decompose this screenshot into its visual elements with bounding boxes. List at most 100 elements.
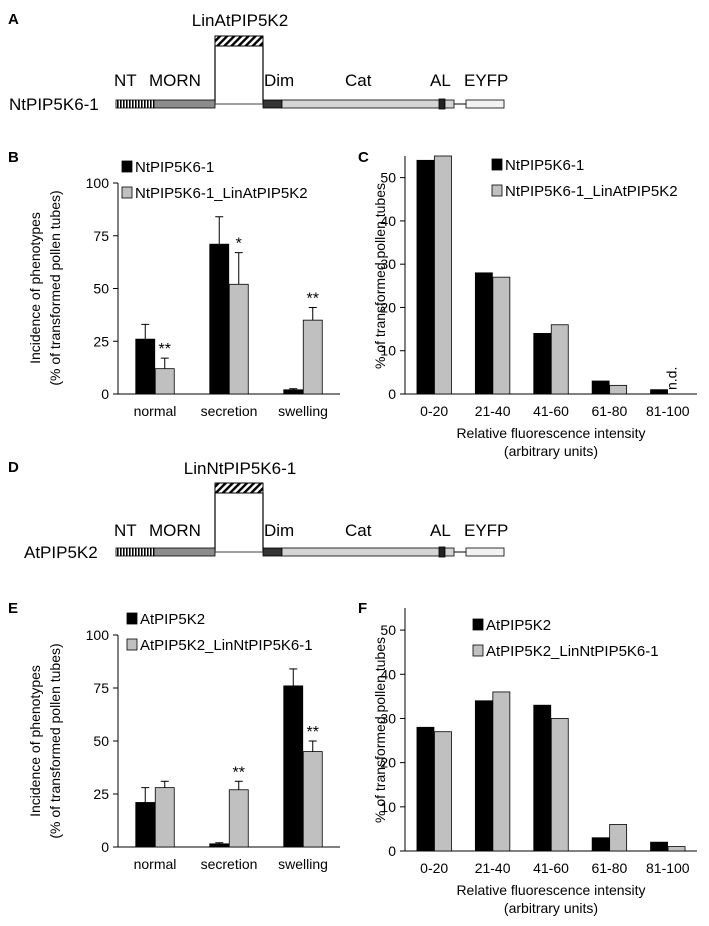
x-tick-label-f: 21-40 <box>475 860 511 876</box>
significance-mark-b: ** <box>159 341 171 358</box>
y-axis-title-b: (% of transformed pollen tubes) <box>47 190 63 385</box>
y-tick-label-f: 30 <box>380 710 396 726</box>
x-tick-label-f: 81-100 <box>646 860 690 876</box>
phenotype-chart-e: 0 25 50 75 100 Incidence of phenotypes (% of t… <box>27 611 340 872</box>
domain-label-cat-a: Cat <box>345 71 372 90</box>
linker-insert-a <box>214 35 264 47</box>
nt-domain-a <box>115 99 155 109</box>
bar-b-s1-0 <box>154 368 175 395</box>
x-tick-label-c: 0-20 <box>420 403 448 419</box>
x-tick-label-f: 61-80 <box>591 860 627 876</box>
eyfp-domain-a <box>465 99 505 109</box>
bar-b-s0-0 <box>135 338 156 395</box>
y-tick-label-e: 50 <box>93 733 109 749</box>
domain-label-morn-a: MORN <box>149 71 201 90</box>
linker-label-d: LinNtPIP5K6-1 <box>184 459 296 478</box>
legend-swatch-b-1 <box>121 186 133 199</box>
bar-e-s1-0 <box>154 787 175 848</box>
y-axis-title-c: % of transformed pollen tubes <box>372 183 388 369</box>
panel-letter-b: B <box>8 149 19 166</box>
legend-swatch-f-0 <box>472 618 484 631</box>
y-tick-label-f: 50 <box>380 622 396 638</box>
legend-label-e-0: AtPIP5K2 <box>140 611 205 628</box>
x-tick-label-f: 0-20 <box>420 860 448 876</box>
legend-label-c-1: NtPIP5K6-1_LinAtPIP5K2 <box>505 183 678 200</box>
legend-swatch-e-0 <box>126 612 138 625</box>
construct-name-d: AtPIP5K2 <box>24 543 98 562</box>
y-tick-label-f: 40 <box>380 666 396 682</box>
bar-e-s0-1 <box>209 843 230 848</box>
bar-f-s1-3 <box>609 824 628 852</box>
legend-label-f-0: AtPIP5K2 <box>486 617 551 634</box>
x-tick-label-b: normal <box>134 403 177 419</box>
y-tick-label-c: 20 <box>380 299 396 315</box>
legend-label-c-0: NtPIP5K6-1 <box>505 157 584 174</box>
fluorescence-chart-c: 0 10 20 30 40 50% of transformed pollen tubes… <box>372 155 697 459</box>
legend-swatch-f-1 <box>472 644 484 657</box>
legend-label-e-1: AtPIP5K2_LinNtPIP5K6-1 <box>140 637 313 654</box>
legend-swatch-e-1 <box>126 638 138 651</box>
bar-c-s1-3 <box>609 384 628 395</box>
fluorescence-chart-f: 0 10 20 30 40 50% of transformed pollen tubes… <box>372 608 697 916</box>
bar-c-s0-0 <box>416 159 435 395</box>
al-domain-d <box>438 546 446 558</box>
construct-diagram-a: A LinAtPIP5K2 NT MORN Dim Cat AL EYFP Nt… <box>8 11 508 114</box>
legend-label-f-1: AtPIP5K2_LinNtPIP5K6-1 <box>486 643 659 660</box>
y-tick-label-b: 0 <box>101 386 109 402</box>
morn-domain-a <box>153 99 216 109</box>
bar-e-s1-1 <box>228 789 249 848</box>
x-tick-label-e: normal <box>134 856 177 872</box>
bar-c-s1-0 <box>434 155 452 395</box>
panel-letter-e: E <box>8 600 18 617</box>
phenotype-chart-b: 0 25 50 75 100 Incidence of phenotypes (% of t… <box>27 159 340 419</box>
bar-b-s1-2 <box>302 319 323 395</box>
bar-c-s0-3 <box>591 380 610 395</box>
x-tick-label-f: 41-60 <box>533 860 569 876</box>
y-tick-label-e: 25 <box>93 786 109 802</box>
dim-domain-a <box>262 99 283 109</box>
y-tick-label-c: 40 <box>380 213 396 229</box>
y-tick-label-e: 100 <box>86 627 110 643</box>
y-tick-label-b: 50 <box>93 281 109 297</box>
construct-name-a: NtPIP5K6-1 <box>9 95 99 114</box>
y-tick-label-c: 50 <box>380 170 396 186</box>
bar-c-s1-1 <box>492 276 511 395</box>
y-tick-label-f: 0 <box>388 843 396 859</box>
al-domain-a <box>438 98 446 110</box>
bar-c-s0-4 <box>650 389 668 395</box>
significance-mark-b: ** <box>307 290 319 307</box>
x-tick-label-e: secretion <box>201 856 258 872</box>
nt-domain-d <box>115 547 155 557</box>
bar-e-s0-2 <box>283 685 304 848</box>
bar-c-s0-2 <box>533 333 552 395</box>
bar-f-s1-2 <box>550 718 569 852</box>
legend-swatch-c-1 <box>491 184 503 197</box>
domain-label-al-d: AL <box>430 521 451 540</box>
y-tick-label-e: 75 <box>93 680 109 696</box>
bar-e-s1-2 <box>302 751 323 848</box>
cat-domain-a <box>281 99 455 109</box>
domain-label-eyfp-d: EYFP <box>464 521 508 540</box>
y-tick-label-b: 75 <box>93 228 109 244</box>
domain-label-nt-d: NT <box>114 521 137 540</box>
bar-f-s1-1 <box>492 691 511 852</box>
significance-mark-e: ** <box>307 724 319 741</box>
significance-mark-b: * <box>236 236 242 253</box>
nd-annotation-c: n.d. <box>664 367 680 390</box>
bar-f-s0-3 <box>591 837 610 852</box>
y-axis-title-e: (% of transformed pollen tubes) <box>47 643 63 838</box>
construct-diagram-d: D LinNtPIP5K6-1 NT MORN Dim Cat AL EYFP … <box>8 459 508 562</box>
x-tick-label-c: 81-100 <box>646 403 690 419</box>
x-axis-title-f: Relative fluorescence intensity <box>456 882 645 898</box>
panel-letter-a: A <box>8 11 19 28</box>
domain-label-dim-d: Dim <box>264 521 294 540</box>
y-tick-label-f: 20 <box>380 755 396 771</box>
y-tick-label-b: 25 <box>93 333 109 349</box>
bar-b-s0-1 <box>209 243 230 395</box>
bar-f-s1-0 <box>434 731 452 852</box>
x-tick-label-c: 21-40 <box>475 403 511 419</box>
bar-f-s0-2 <box>533 704 552 852</box>
linker-insert-d <box>214 482 264 494</box>
bar-e-s0-0 <box>135 802 156 848</box>
